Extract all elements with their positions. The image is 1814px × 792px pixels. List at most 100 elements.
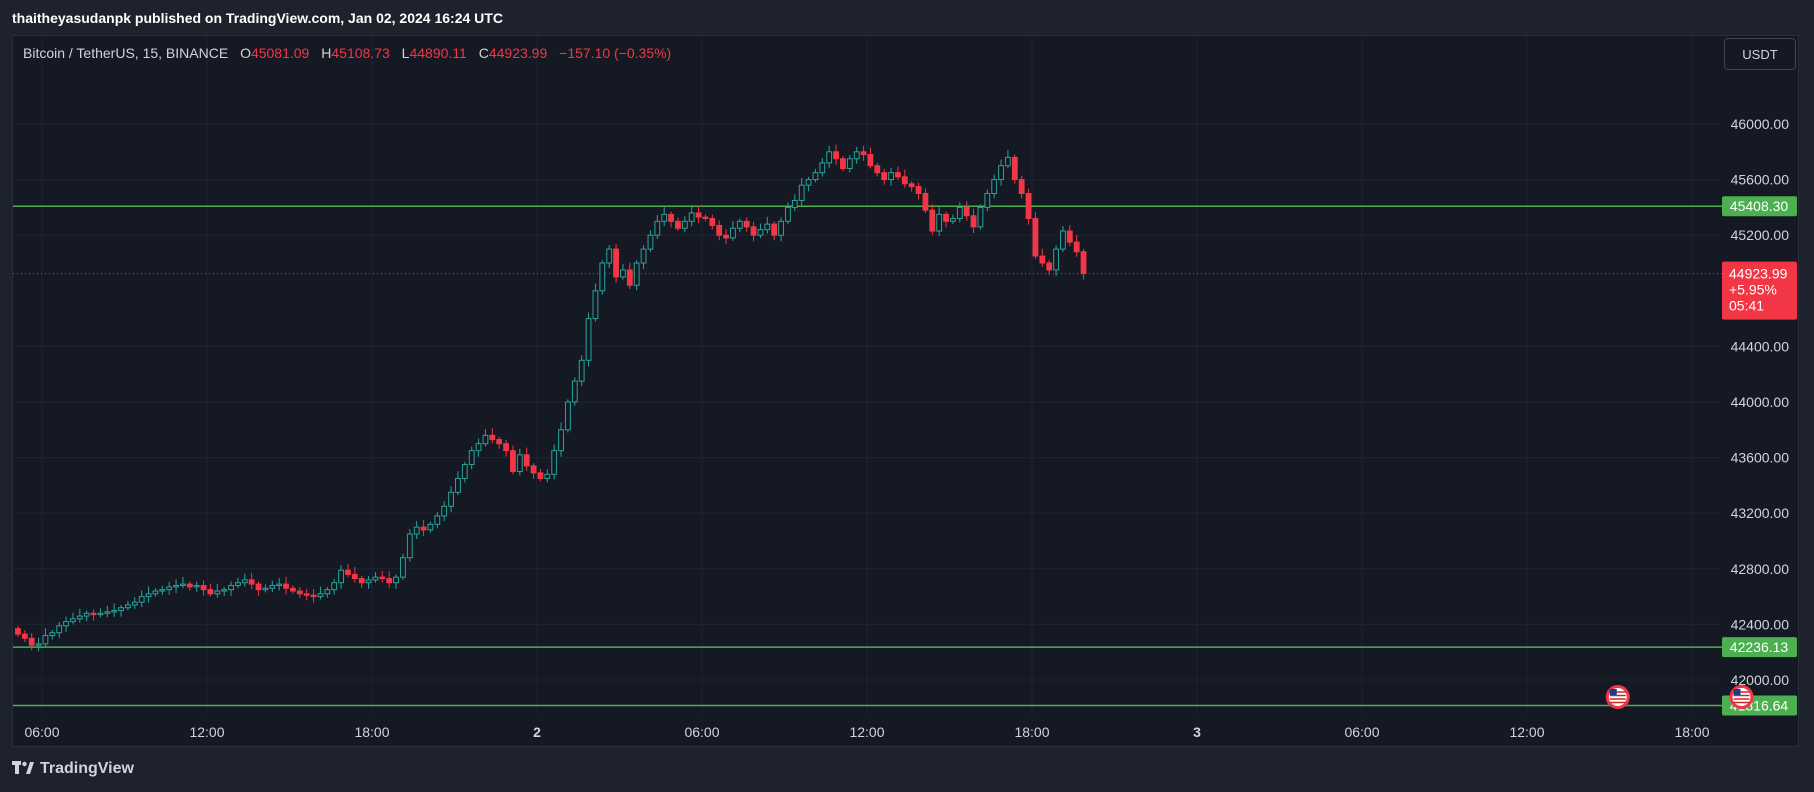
- candle: [434, 512, 441, 529]
- time-tick-label: 18:00: [1014, 724, 1049, 740]
- candle: [654, 215, 661, 240]
- candle: [1032, 212, 1039, 259]
- candle-body: [1025, 193, 1032, 220]
- candle-body: [895, 172, 901, 178]
- candle: [28, 633, 35, 651]
- candle-body: [998, 165, 1004, 181]
- candle: [241, 573, 248, 587]
- candle: [551, 444, 558, 480]
- candle-body: [111, 610, 118, 613]
- candle-body: [681, 220, 688, 229]
- candle-body: [248, 579, 255, 585]
- candle-body: [400, 557, 406, 578]
- candle-body: [152, 590, 159, 595]
- high-value: 45108.73: [331, 45, 390, 61]
- candle: [640, 245, 647, 270]
- footer-brand[interactable]: TradingView: [12, 760, 134, 778]
- candle: [296, 587, 303, 598]
- high-label: H: [321, 45, 332, 61]
- candle: [791, 194, 798, 212]
- candle-body: [441, 505, 448, 517]
- candle: [228, 581, 234, 596]
- time-tick-label: 18:00: [354, 724, 389, 740]
- candle-body: [221, 589, 228, 592]
- us-flag-icon[interactable]: [1729, 685, 1754, 709]
- candle-body: [28, 637, 35, 646]
- candle-body: [640, 248, 647, 264]
- candle-body: [145, 593, 152, 598]
- candle-body: [908, 183, 915, 188]
- candle-body: [915, 186, 922, 195]
- candle: [420, 519, 427, 536]
- publisher-header: thaitheyasudanpk published on TradingVie…: [12, 10, 503, 26]
- us-flag-icon[interactable]: [1605, 685, 1630, 709]
- candle: [221, 586, 228, 597]
- price-tick-label: 44000.00: [1731, 394, 1790, 410]
- candle: [943, 211, 949, 228]
- candle-body: [551, 450, 558, 475]
- candle-body: [70, 618, 76, 623]
- symbol-legend: Bitcoin / TetherUS, 15, BINANCE O45081.0…: [23, 45, 671, 61]
- candle-body: [585, 318, 592, 361]
- candle: [950, 214, 956, 225]
- time-tick-label: 06:00: [24, 724, 59, 740]
- candle: [255, 581, 262, 596]
- chart-pane[interactable]: [12, 35, 1799, 747]
- candle-body: [83, 612, 90, 617]
- candle-body: [173, 584, 179, 588]
- candle-body: [166, 586, 173, 591]
- price-tick-label: 46000.00: [1731, 116, 1790, 132]
- candle-body: [1046, 262, 1053, 271]
- price-tick-label: 43600.00: [1731, 450, 1790, 466]
- candle: [180, 576, 186, 589]
- candles: [15, 144, 1087, 652]
- candle-body: [963, 206, 970, 217]
- open-value: 45081.09: [250, 45, 310, 61]
- candle: [681, 216, 688, 233]
- candle: [798, 177, 805, 206]
- candle-body: [76, 615, 83, 620]
- candle-body: [324, 589, 331, 595]
- candle-body: [365, 579, 372, 584]
- candle-body: [131, 601, 138, 606]
- candle-body: [386, 578, 393, 584]
- candle: [262, 584, 269, 593]
- candle: [1046, 260, 1053, 275]
- candle-body: [771, 223, 778, 236]
- candle-body: [186, 583, 193, 588]
- candle: [736, 218, 743, 233]
- last-price-tag: [1722, 261, 1797, 320]
- time-tick-label: 12:00: [1509, 724, 1544, 740]
- candle-body: [56, 625, 63, 634]
- candle-body: [571, 380, 578, 403]
- candle-body: [675, 220, 681, 229]
- candle-body: [296, 590, 303, 595]
- candle: [97, 608, 104, 618]
- currency-button[interactable]: USDT: [1724, 38, 1796, 70]
- candle: [998, 159, 1004, 186]
- candle: [166, 581, 173, 595]
- candle-body: [558, 429, 564, 452]
- candle: [131, 597, 138, 609]
- candle-body: [200, 584, 207, 591]
- price-tick-label: 42000.00: [1731, 672, 1790, 688]
- candle: [200, 580, 207, 596]
- candle: [888, 167, 894, 186]
- candle: [757, 223, 764, 238]
- candle-body: [317, 593, 324, 598]
- last-price-label: 44923.99: [1729, 266, 1788, 282]
- candle-body: [15, 628, 21, 635]
- candle: [269, 580, 276, 593]
- candle: [56, 621, 63, 638]
- symbol-name[interactable]: Bitcoin / TetherUS, 15, BINANCE: [23, 45, 229, 61]
- candle: [915, 182, 922, 200]
- candle: [207, 583, 214, 597]
- candle-body: [331, 582, 338, 591]
- candle-body: [90, 612, 97, 616]
- candle-body: [716, 224, 723, 236]
- candle-body: [283, 583, 289, 589]
- candle-body: [544, 473, 551, 479]
- candle: [558, 422, 564, 457]
- candle: [83, 610, 90, 622]
